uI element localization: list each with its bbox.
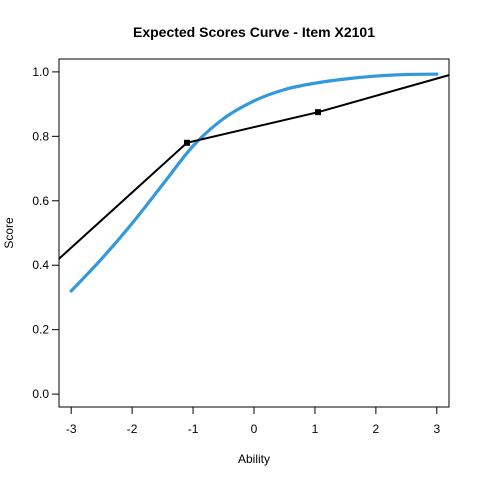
y-tick-label: 0.0: [32, 387, 49, 401]
x-tick-label: -2: [127, 422, 138, 436]
expected-score-curve: [71, 74, 437, 291]
x-tick-label: 0: [251, 422, 258, 436]
x-tick-label: 2: [373, 422, 380, 436]
y-tick-label: 1.0: [32, 65, 49, 79]
y-tick-label: 0.2: [32, 323, 49, 337]
y-tick-label: 0.6: [32, 194, 49, 208]
chart-title: Expected Scores Curve - Item X2101: [133, 24, 375, 40]
y-tick-label: 0.4: [32, 258, 49, 272]
x-tick-label: -3: [66, 422, 77, 436]
x-axis-label: Ability: [238, 452, 270, 466]
x-tick-label: 1: [312, 422, 319, 436]
observed-score-point: [315, 109, 321, 115]
plot-frame: [59, 59, 449, 407]
y-tick-label: 0.8: [32, 129, 49, 143]
observed-score-point: [184, 140, 190, 146]
series-layer: [59, 74, 449, 291]
x-tick-label: -1: [188, 422, 199, 436]
x-axis: -3 -2 -1 0 1 2 3: [66, 407, 441, 436]
y-axis: 0.0 0.2 0.4 0.6 0.8 1.0: [32, 65, 59, 401]
x-tick-label: 3: [433, 422, 440, 436]
y-axis-label: Score: [2, 217, 16, 249]
